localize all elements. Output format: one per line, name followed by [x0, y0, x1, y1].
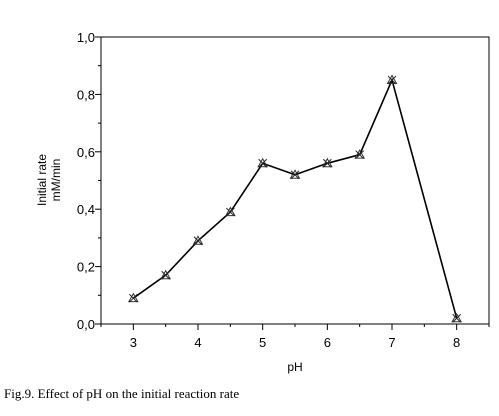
- data-point-cross: [161, 270, 171, 280]
- x-tick-label: 8: [453, 335, 460, 350]
- y-tick-label: 0,2: [77, 260, 95, 275]
- plot-border: [100, 36, 490, 325]
- data-point-triangle: [257, 157, 269, 168]
- data-point: [160, 269, 172, 280]
- y-tick-label: 0,0: [77, 317, 95, 332]
- data-point-triangle: [192, 235, 204, 245]
- data-point-cross: [128, 293, 138, 303]
- data-point-triangle: [289, 169, 301, 179]
- data-point: [289, 169, 301, 180]
- data-point-cross: [290, 170, 300, 180]
- x-tick-label: 5: [259, 335, 266, 350]
- y-axis-title-line1: Initial rate: [35, 154, 49, 206]
- x-tick-labels: 3 4 5 6 7 8: [130, 335, 461, 350]
- data-point-cross: [258, 158, 268, 168]
- y-tick-label: 0,6: [77, 145, 95, 160]
- data-point-triangle: [127, 292, 139, 303]
- data-point: [192, 235, 204, 246]
- data-point: [451, 312, 463, 323]
- y-axis-title: Initial rate mM/min: [35, 154, 63, 206]
- y-tick-labels: 0,0 0,2 0,4 0,6 0,8 1,0: [77, 30, 95, 332]
- data-point: [224, 206, 236, 217]
- x-tick-label: 3: [130, 335, 137, 350]
- y-tick-label: 0,4: [77, 202, 95, 217]
- data-point-cross: [193, 236, 203, 246]
- plot-frame: [100, 36, 490, 325]
- data-point-cross: [322, 158, 332, 168]
- x-tick-label: 4: [194, 335, 201, 350]
- data-point: [257, 157, 269, 168]
- figure-caption: Fig.9. Effect of pH on the initial react…: [4, 386, 240, 401]
- data-point-triangle: [386, 74, 398, 85]
- data-point-triangle: [224, 206, 236, 217]
- data-point-triangle: [160, 269, 172, 280]
- data-point: [127, 292, 139, 303]
- data-point-triangle: [354, 149, 366, 159]
- y-tick-label: 1,0: [77, 30, 95, 45]
- y-tick-label: 0,8: [77, 87, 95, 102]
- data-point: [321, 157, 333, 168]
- data-point-cross: [355, 150, 365, 160]
- data-point-cross: [452, 313, 462, 323]
- axis-ticks: [95, 36, 490, 330]
- data-point: [354, 149, 366, 160]
- data-point-triangle: [321, 157, 333, 168]
- x-tick-label: 7: [388, 335, 395, 350]
- data-point: [386, 74, 398, 85]
- series-line: [132, 77, 458, 319]
- x-axis-title: pH: [287, 360, 302, 374]
- data-markers: [127, 74, 463, 323]
- x-tick-label: 6: [324, 335, 331, 350]
- data-point-cross: [387, 75, 397, 85]
- data-point-triangle: [451, 312, 463, 323]
- data-point-cross: [225, 207, 235, 217]
- y-axis-title-line2: mM/min: [49, 159, 63, 202]
